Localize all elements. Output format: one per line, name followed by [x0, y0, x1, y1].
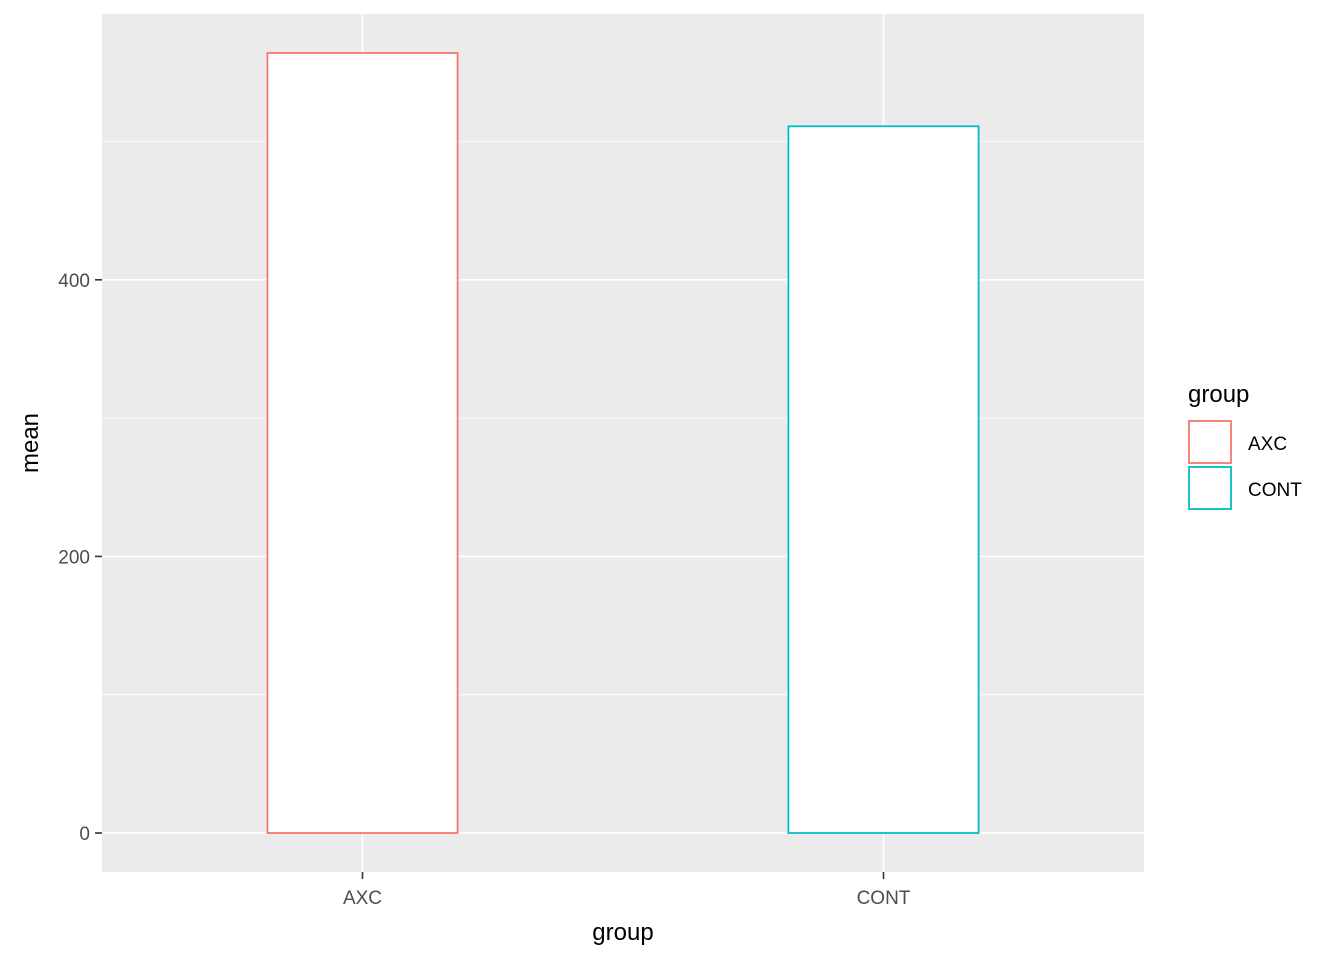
legend-swatch-cont: [1188, 466, 1232, 510]
y-axis-title: mean: [17, 413, 44, 473]
y-tick-label: 200: [58, 547, 90, 568]
x-tick-label: AXC: [343, 888, 382, 909]
y-axis: 0 200 400: [58, 271, 102, 845]
legend-swatch-axc: [1188, 420, 1232, 464]
legend: group AXC CONT: [1188, 381, 1302, 510]
bar-axc: [266, 52, 459, 834]
bar-cont: [787, 125, 980, 834]
x-axis-title: group: [592, 919, 653, 946]
plot-panel: [102, 14, 1144, 872]
y-tick-label: 400: [58, 271, 90, 292]
x-axis: AXC CONT: [343, 872, 911, 909]
x-tick-label: CONT: [857, 888, 911, 909]
y-tick-label: 0: [79, 824, 90, 845]
legend-label: AXC: [1248, 434, 1287, 455]
legend-label: CONT: [1248, 480, 1302, 501]
bars: [266, 52, 980, 834]
legend-title: group: [1188, 381, 1249, 408]
